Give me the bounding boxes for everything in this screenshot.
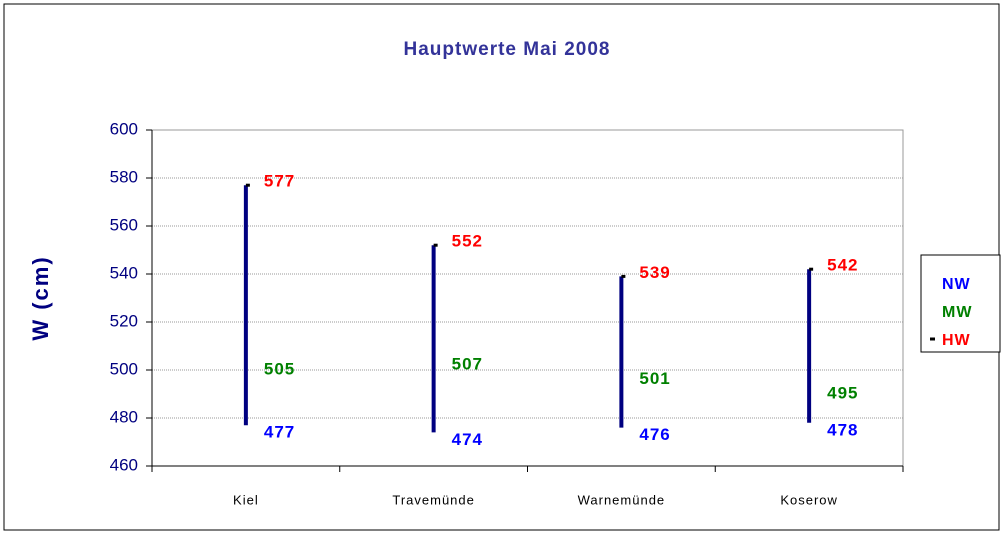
data-label: 539: [639, 263, 670, 282]
data-label: 501: [639, 369, 670, 388]
chart-border: [3, 3, 1000, 531]
x-tick-label: Kiel: [233, 492, 259, 507]
data-label: 552: [452, 232, 483, 251]
x-tick-label: Koserow: [780, 492, 838, 507]
y-tick-label: 480: [110, 407, 138, 426]
legend-label: NW: [942, 276, 971, 293]
data-label: 476: [639, 425, 670, 444]
y-tick-label: 560: [110, 215, 138, 234]
y-tick-label: 500: [110, 359, 138, 378]
data-label: 577: [264, 172, 295, 191]
y-tick-label: 520: [110, 311, 138, 330]
y-tick-label: 460: [110, 455, 138, 474]
data-label: 507: [452, 355, 483, 374]
y-axis-label: W (cm): [28, 255, 53, 340]
data-label: 542: [827, 256, 858, 275]
legend-label: MW: [942, 304, 972, 321]
data-label: 505: [264, 359, 295, 378]
chart-title: Hauptwerte Mai 2008: [404, 39, 611, 60]
y-tick-label: 580: [110, 167, 138, 186]
x-tick-label: Travemünde: [392, 492, 475, 507]
legend-label: HW: [942, 332, 971, 349]
data-label: 474: [452, 430, 483, 449]
y-tick-label: 600: [110, 119, 138, 138]
y-tick-label: 540: [110, 263, 138, 282]
data-label: 477: [264, 423, 295, 442]
x-tick-label: Warnemünde: [578, 492, 666, 507]
data-label: 495: [827, 383, 858, 402]
legend-box: [920, 254, 1001, 353]
data-label: 478: [827, 420, 858, 439]
